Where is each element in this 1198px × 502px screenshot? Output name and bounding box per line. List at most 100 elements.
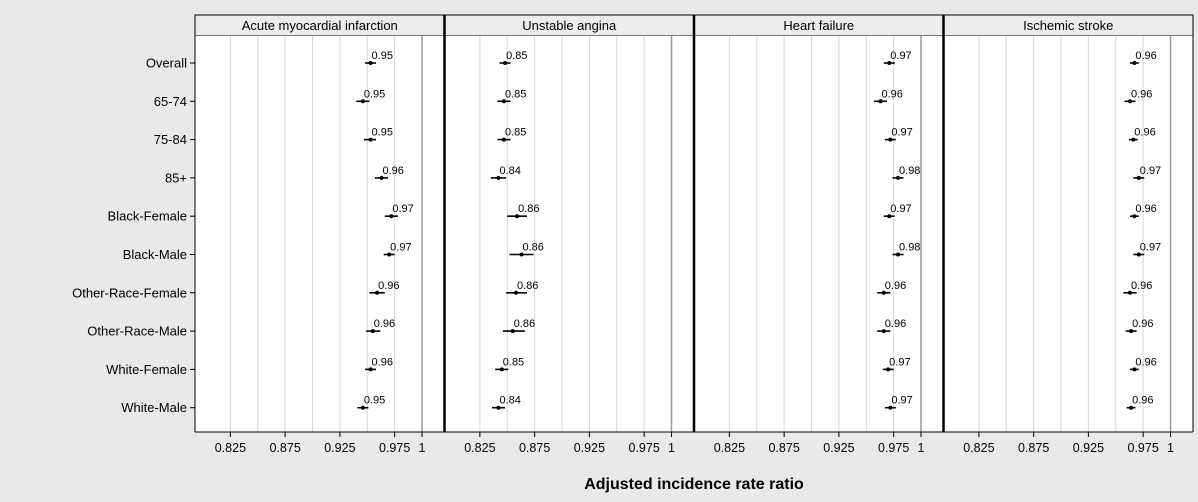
row-label: Other-Race-Female xyxy=(72,285,187,300)
data-label: 0.84 xyxy=(499,165,520,177)
data-label: 0.96 xyxy=(374,318,395,330)
x-tick-label: 0.925 xyxy=(1073,441,1104,455)
data-label: 0.97 xyxy=(1140,165,1161,177)
x-tick-label: 1 xyxy=(918,441,925,455)
data-label: 0.98 xyxy=(899,165,920,177)
panel-title: Acute myocardial infarction xyxy=(242,18,398,33)
data-label: 0.85 xyxy=(503,356,524,368)
data-label: 0.86 xyxy=(517,280,538,292)
point-estimate xyxy=(515,214,520,219)
data-label: 0.97 xyxy=(392,203,413,215)
point-estimate xyxy=(360,405,365,410)
point-estimate xyxy=(887,61,892,65)
panel-1: Unstable angina 0.85 0.85 0.85 0.84 0.86 0.86 0… xyxy=(443,14,695,433)
data-label: 0.96 xyxy=(1132,395,1153,407)
panel-plot-area xyxy=(195,36,445,432)
data-label: 0.97 xyxy=(891,127,912,139)
data-label: 0.97 xyxy=(890,203,911,215)
data-label: 0.96 xyxy=(1134,127,1155,139)
point-estimate xyxy=(496,405,501,410)
panel-plot-area xyxy=(694,36,944,432)
point-estimate xyxy=(510,329,515,334)
data-label: 0.98 xyxy=(899,242,920,254)
point-estimate xyxy=(503,61,508,65)
point-estimate xyxy=(370,329,375,334)
data-label: 0.97 xyxy=(890,50,911,62)
data-label: 0.96 xyxy=(1131,88,1152,100)
data-label: 0.97 xyxy=(1140,242,1161,254)
point-estimate xyxy=(514,290,519,295)
data-label: 0.96 xyxy=(1132,318,1153,330)
x-axis: 0.825 0.875 0.925 0.975 1 0.825 0.875 0.925 0.97… xyxy=(215,432,1174,455)
point-estimate xyxy=(368,367,373,372)
x-tick-label: 0.975 xyxy=(878,441,909,455)
x-tick-label: 0.875 xyxy=(269,441,300,455)
data-label: 0.96 xyxy=(1135,203,1156,215)
data-label: 0.97 xyxy=(889,356,910,368)
x-tick-label: 1 xyxy=(419,441,426,455)
point-estimate xyxy=(1132,61,1137,65)
data-label: 0.96 xyxy=(383,165,404,177)
data-label: 0.84 xyxy=(499,395,520,407)
data-label: 0.97 xyxy=(390,242,411,254)
panel-plot-area xyxy=(943,36,1193,432)
row-label: White-Male xyxy=(121,400,187,415)
data-label: 0.95 xyxy=(372,127,393,139)
data-label: 0.95 xyxy=(372,50,393,62)
point-estimate xyxy=(375,290,380,295)
point-estimate xyxy=(1129,405,1134,410)
data-label: 0.86 xyxy=(514,318,535,330)
point-estimate xyxy=(1132,214,1137,219)
row-labels: Overall 65-74 75-84 85+ Black-Female Black-Ma… xyxy=(72,56,195,415)
panel-3: Ischemic stroke 0.96 0.96 0.96 0.97 0.96 0.97 0… xyxy=(942,14,1194,433)
data-label: 0.96 xyxy=(372,356,393,368)
data-label: 0.95 xyxy=(364,395,385,407)
panel-title: Heart failure xyxy=(783,18,854,33)
data-label: 0.86 xyxy=(522,242,543,254)
panel-0: Acute myocardial infarction 0.95 0.95 0.95 0… xyxy=(194,14,445,433)
x-tick-label: 0.975 xyxy=(1128,441,1159,455)
x-tick-label: 1 xyxy=(668,441,675,455)
point-estimate xyxy=(499,367,504,372)
point-estimate xyxy=(896,252,901,257)
row-label: White-Female xyxy=(106,362,187,377)
row-label: 85+ xyxy=(165,170,187,185)
point-estimate xyxy=(496,175,501,180)
panel-title: Ischemic stroke xyxy=(1023,18,1113,33)
point-estimate xyxy=(387,252,392,257)
x-tick-label: 0.825 xyxy=(963,441,994,455)
data-label: 0.85 xyxy=(506,50,527,62)
data-label: 0.86 xyxy=(518,203,539,215)
point-estimate xyxy=(896,175,901,180)
point-estimate xyxy=(501,99,506,104)
x-tick-label: 0.975 xyxy=(379,441,410,455)
data-label: 0.96 xyxy=(882,88,903,100)
x-tick-label: 0.925 xyxy=(823,441,854,455)
point-estimate xyxy=(389,214,394,219)
data-label: 0.85 xyxy=(505,127,526,139)
data-label: 0.85 xyxy=(505,88,526,100)
point-estimate xyxy=(1128,290,1133,295)
data-label: 0.97 xyxy=(891,395,912,407)
point-estimate xyxy=(878,99,883,104)
point-estimate xyxy=(881,329,886,334)
x-tick-label: 0.825 xyxy=(464,441,495,455)
point-estimate xyxy=(519,252,524,257)
point-estimate xyxy=(888,405,893,410)
row-label: Black-Female xyxy=(108,209,187,224)
row-label: 75-84 xyxy=(154,132,187,147)
data-label: 0.96 xyxy=(378,280,399,292)
x-axis-title: Adjusted incidence rate ratio xyxy=(584,476,804,493)
x-tick-label: 0.875 xyxy=(768,441,799,455)
row-label: 65-74 xyxy=(154,94,187,109)
row-label: Black-Male xyxy=(123,247,187,262)
point-estimate xyxy=(368,61,373,65)
x-tick-label: 0.825 xyxy=(215,441,246,455)
x-tick-label: 0.925 xyxy=(574,441,605,455)
x-tick-label: 0.975 xyxy=(629,441,660,455)
point-estimate xyxy=(888,137,893,142)
point-estimate xyxy=(368,137,373,142)
data-label: 0.96 xyxy=(885,280,906,292)
